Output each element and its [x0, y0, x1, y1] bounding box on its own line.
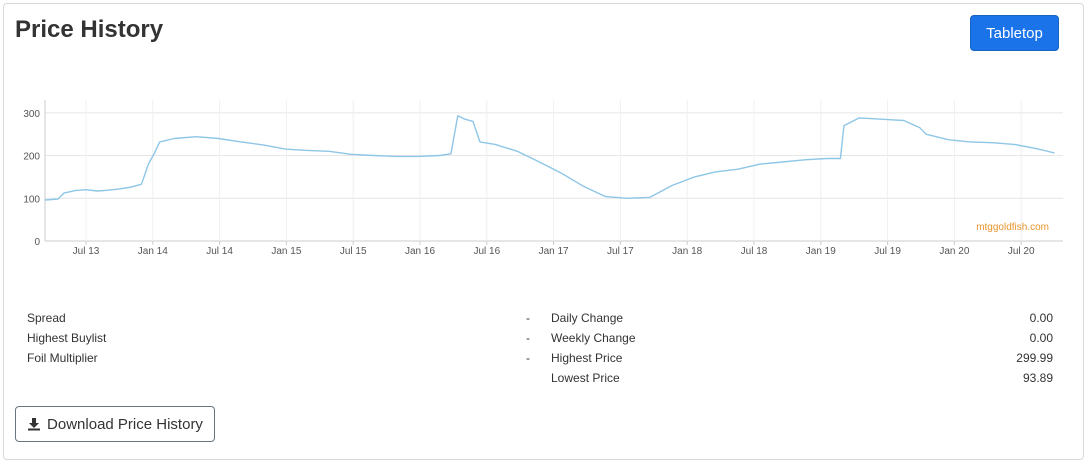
stat-value: 299.99	[1016, 351, 1053, 365]
y-tick-label: 300	[23, 109, 40, 120]
y-tick-label: 0	[34, 237, 40, 248]
stat-row: Weekly Change 0.00	[551, 328, 1053, 348]
stat-value: 0.00	[1029, 331, 1053, 345]
stat-value: -	[526, 331, 530, 345]
stat-row: Spread -	[27, 308, 530, 328]
price-history-card	[3, 3, 1084, 460]
y-tick-label: 100	[23, 194, 40, 205]
x-tick-label: Jul 16	[473, 246, 500, 257]
x-tick-label: Jan 19	[806, 246, 836, 257]
stat-label: Lowest Price	[551, 371, 620, 385]
stat-label: Highest Buylist	[27, 331, 107, 345]
stats-left-column: Spread - Highest Buylist - Foil Multiplier -	[27, 308, 530, 368]
stat-value: -	[526, 351, 530, 365]
stat-row: Highest Price 299.99	[551, 348, 1053, 368]
x-tick-label: Jan 16	[405, 246, 435, 257]
download-icon	[28, 418, 41, 431]
page-title: Price History	[15, 16, 164, 43]
stat-label: Spread	[27, 311, 66, 325]
x-tick-label: Jan 18	[672, 246, 702, 257]
download-label: Download Price History	[47, 415, 203, 433]
x-tick-label: Jan 20	[939, 246, 969, 257]
stat-row: Foil Multiplier -	[27, 348, 530, 368]
stat-row: Highest Buylist -	[27, 328, 530, 348]
y-tick-label: 200	[23, 152, 40, 163]
price-history-chart: 0 100 200 300 Jul 13 Jan 14 Jul 14 Jan 15 Jul 15…	[23, 100, 1063, 257]
watermark-text: mtggoldfish.com	[976, 222, 1049, 233]
price-line	[44, 115, 1055, 201]
stat-label: Weekly Change	[551, 331, 636, 345]
stat-label: Highest Price	[551, 351, 623, 365]
stat-value: -	[526, 311, 530, 325]
stats-right-column: Daily Change 0.00 Weekly Change 0.00 Highest…	[551, 308, 1053, 388]
tabletop-button[interactable]: Tabletop	[970, 15, 1059, 51]
x-tick-label: Jan 15	[271, 246, 301, 257]
x-tick-label: Jul 14	[206, 246, 233, 257]
download-price-history-button[interactable]: Download Price History	[15, 406, 215, 442]
x-tick-label: Jul 20	[1008, 246, 1035, 257]
x-tick-label: Jan 17	[539, 246, 569, 257]
stat-value: 93.89	[1022, 371, 1053, 385]
stat-row: Daily Change 0.00	[551, 308, 1053, 328]
stat-label: Daily Change	[551, 311, 624, 325]
stat-label: Foil Multiplier	[27, 351, 98, 365]
x-tick-label: Jul 18	[741, 246, 768, 257]
stat-row: Lowest Price 93.89	[551, 368, 1053, 388]
x-tick-label: Jul 17	[607, 246, 634, 257]
x-tick-label: Jul 19	[874, 246, 901, 257]
x-tick-label: Jul 13	[73, 246, 100, 257]
stat-value: 0.00	[1029, 311, 1053, 325]
x-tick-label: Jul 15	[340, 246, 367, 257]
x-tick-label: Jan 14	[138, 246, 168, 257]
